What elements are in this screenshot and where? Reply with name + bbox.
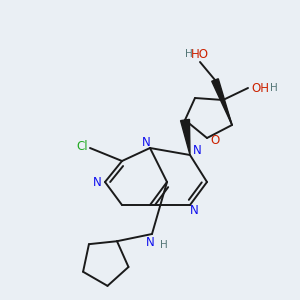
Text: N: N [146,236,154,250]
Text: Cl: Cl [76,140,88,152]
Text: N: N [190,205,198,218]
Text: H: H [270,83,278,93]
Text: N: N [93,176,101,188]
Text: N: N [193,143,201,157]
Polygon shape [212,79,232,125]
Text: HO: HO [191,47,209,61]
Text: H: H [185,49,193,59]
Text: N: N [142,136,150,148]
Text: H: H [160,240,168,250]
Text: OH: OH [251,82,269,94]
Polygon shape [181,119,190,155]
Text: O: O [210,134,220,146]
